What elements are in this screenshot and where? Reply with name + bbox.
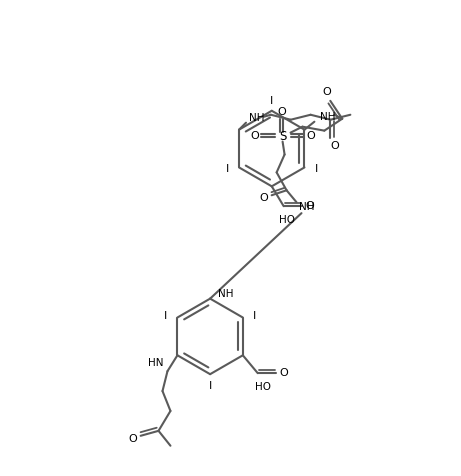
Text: NH: NH [299, 202, 314, 212]
Text: HO: HO [255, 382, 271, 392]
Text: NH: NH [218, 288, 234, 298]
Text: O: O [322, 87, 331, 97]
Text: O: O [250, 130, 259, 140]
Text: O: O [279, 368, 288, 378]
Text: I: I [270, 96, 273, 106]
Text: O: O [330, 140, 339, 150]
Text: O: O [260, 193, 268, 203]
Text: HN: HN [148, 358, 164, 368]
Text: O: O [305, 201, 314, 211]
Text: I: I [314, 164, 318, 174]
Text: O: O [128, 434, 137, 444]
Text: NH: NH [319, 112, 335, 122]
Text: I: I [164, 310, 167, 320]
Text: HO: HO [278, 215, 295, 225]
Text: O: O [277, 107, 286, 117]
Text: I: I [253, 310, 256, 320]
Text: I: I [226, 164, 229, 174]
Text: S: S [279, 130, 286, 143]
Text: O: O [306, 130, 315, 140]
Text: I: I [208, 381, 212, 391]
Text: NH: NH [249, 113, 265, 123]
